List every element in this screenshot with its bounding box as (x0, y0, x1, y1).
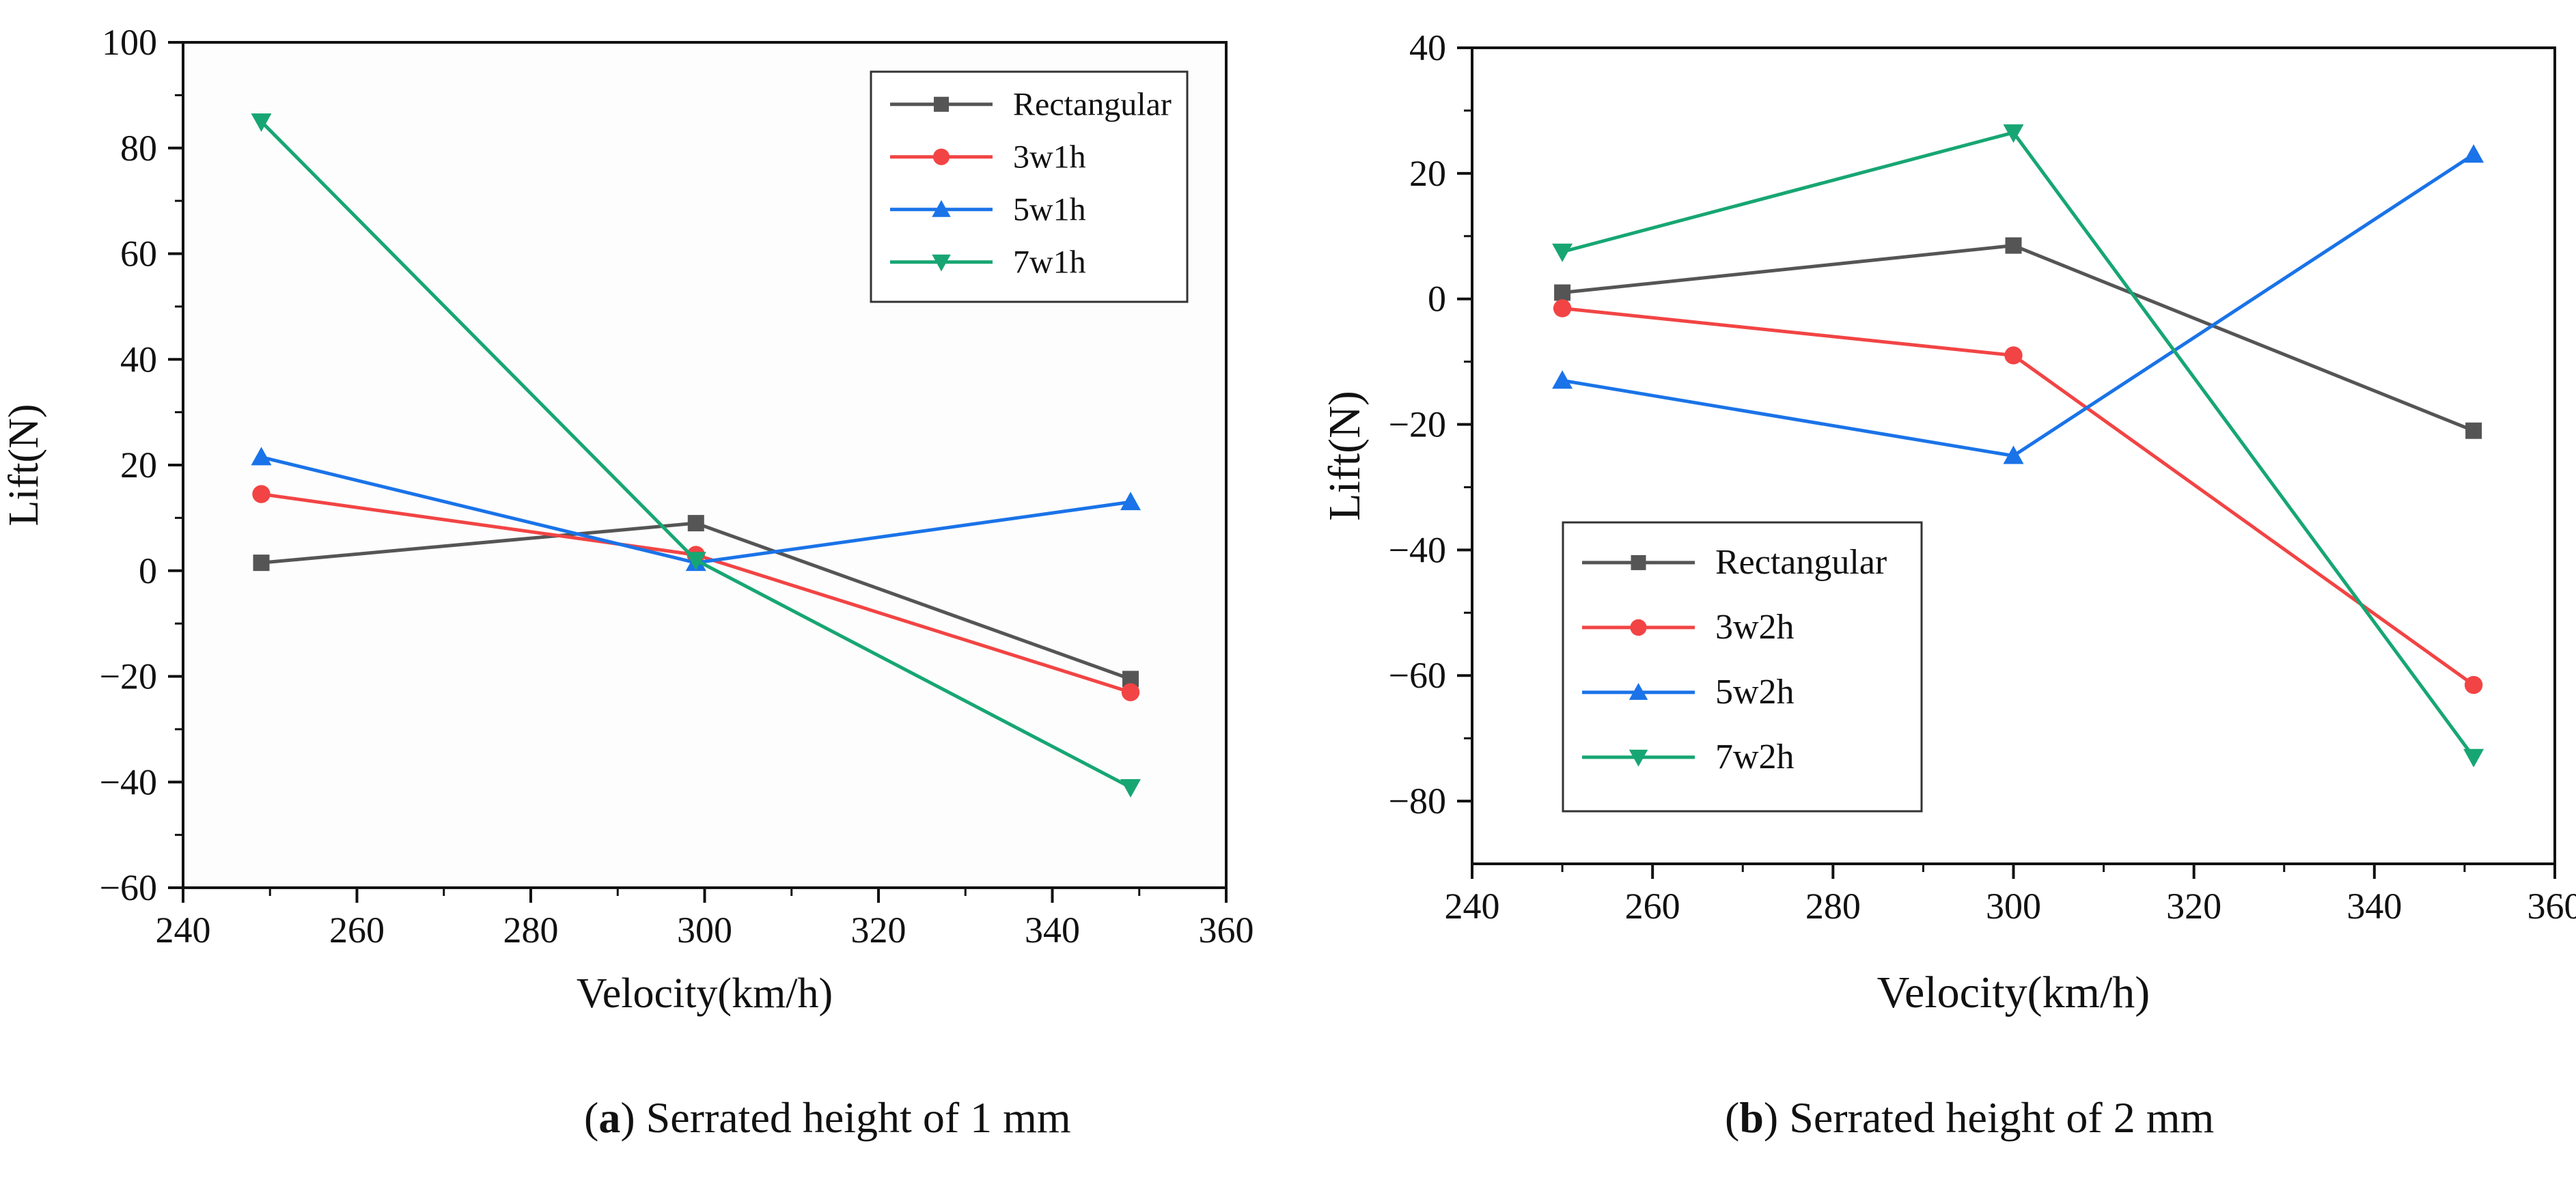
x-tick-label: 240 (156, 910, 211, 951)
data-point-7w2h (2003, 124, 2024, 143)
data-point-7w1h (251, 113, 272, 132)
y-tick-label: −60 (1389, 655, 1446, 696)
x-tick-label: 320 (851, 910, 906, 951)
y-axis-label: Lift(N) (1, 404, 47, 526)
x-tick-label: 340 (1025, 910, 1080, 951)
x-tick-label: 260 (1625, 886, 1680, 927)
y-tick-label: −80 (1389, 781, 1446, 821)
caption-a-letter: a (598, 1093, 621, 1142)
y-tick-label: 20 (1409, 153, 1446, 194)
legend-marker (932, 199, 951, 217)
legend-marker (934, 96, 949, 112)
legend-entry: 5w1h (1013, 192, 1086, 228)
data-point-7w2h (1552, 243, 1573, 262)
caption-a: (a) Serrated height of 1 mm (584, 1093, 1071, 1142)
data-point-3w1h (252, 485, 271, 503)
data-point-7w2h (2463, 748, 2484, 768)
legend-entry: Rectangular (1013, 87, 1172, 123)
x-tick-label: 240 (1445, 886, 1500, 927)
panel-b-chart: 240 260 280 300 320 340 360 −80 −60 −40 −20 0 20 40 Ve… (1320, 27, 2576, 1017)
caption-b-text: Serrated height of 2 mm (1789, 1093, 2215, 1142)
x-axis-label: Velocity(km/h) (577, 970, 833, 1017)
data-point-5w2h (1552, 370, 1573, 389)
legend-marker (1629, 683, 1648, 700)
y-tick-label: 40 (120, 339, 157, 380)
y-tick-label: 0 (1428, 279, 1446, 320)
y-tick-label: 40 (1409, 27, 1446, 68)
data-point-rectangular (2005, 237, 2022, 254)
y-tick-label: −20 (100, 656, 157, 697)
x-tick-label: 280 (1805, 886, 1861, 927)
legend-entry: 7w2h (1715, 738, 1795, 776)
data-point-3w2h (1553, 299, 1572, 318)
y-tick-label: −40 (1389, 529, 1446, 570)
panel-a-chart: 240 260 280 300 320 340 360 −60 −40 −20 0 20 40 60 80 1… (1, 22, 1254, 1017)
data-point-3w2h (2004, 346, 2023, 365)
data-point-rectangular (2465, 422, 2482, 439)
x-tick-label: 320 (2166, 886, 2221, 927)
data-point-7w1h (1120, 778, 1141, 798)
y-tick-label: 80 (120, 128, 157, 169)
legend-marker (1629, 749, 1648, 767)
x-tick-label: 360 (1199, 910, 1254, 951)
caption-b-letter: b (1739, 1093, 1764, 1142)
x-tick-label: 280 (503, 910, 559, 951)
data-point-rectangular (1554, 284, 1571, 301)
y-tick-label: −20 (1389, 404, 1446, 445)
legend-entry: 3w1h (1013, 139, 1086, 175)
data-point-3w2h (2464, 675, 2483, 694)
data-point-5w1h (1120, 492, 1141, 511)
legend-marker (1630, 619, 1647, 636)
y-tick-label: −60 (100, 867, 157, 908)
y-tick-label: 100 (102, 22, 157, 63)
data-point-5w2h (2463, 144, 2484, 163)
data-point-5w1h (251, 447, 272, 466)
caption-b: (b) Serrated height of 2 mm (1725, 1093, 2215, 1142)
x-tick-label: 360 (2527, 886, 2576, 927)
y-tick-label: 0 (139, 550, 157, 591)
data-point-rectangular (687, 515, 704, 532)
legend-box (1562, 521, 1923, 813)
legend-entry: Rectangular (1715, 543, 1887, 582)
y-tick-label: −40 (100, 761, 157, 802)
y-axis-label: Lift(N) (1320, 391, 1370, 521)
data-point-7w1h (685, 552, 706, 571)
legend-entry: 3w2h (1715, 608, 1795, 647)
legend-marker (1631, 554, 1646, 570)
x-tick-label: 340 (2346, 886, 2402, 927)
legend-entry: 5w2h (1715, 673, 1795, 712)
y-tick-label: 20 (120, 445, 157, 486)
x-tick-label: 260 (329, 910, 385, 951)
data-point-3w1h (1121, 683, 1140, 701)
data-point-rectangular (253, 554, 270, 572)
legend-entry: 7w1h (1013, 244, 1086, 281)
x-tick-label: 300 (1986, 886, 2041, 927)
legend-marker (932, 254, 951, 272)
y-tick-label: 60 (120, 234, 157, 275)
x-tick-label: 300 (677, 910, 732, 951)
legend-marker (932, 148, 950, 165)
data-point-5w2h (2003, 445, 2024, 464)
caption-a-text: Serrated height of 1 mm (646, 1093, 1071, 1142)
x-axis-label: Velocity(km/h) (1877, 968, 2150, 1017)
